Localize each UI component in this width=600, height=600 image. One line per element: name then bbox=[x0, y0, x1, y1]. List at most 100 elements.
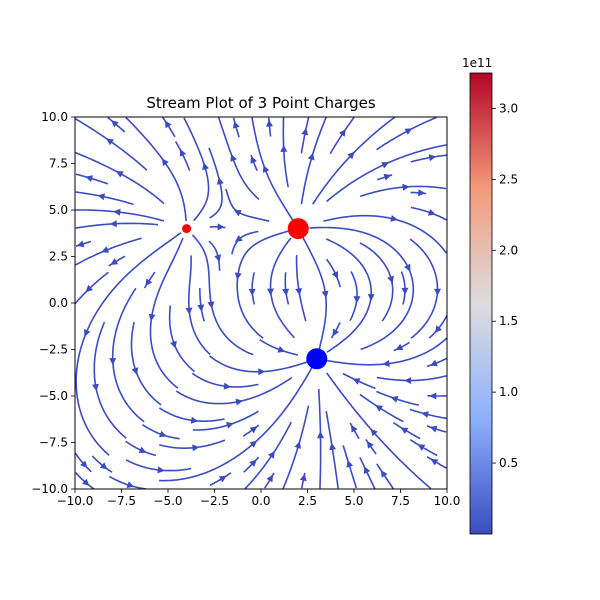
stream-arrow bbox=[197, 304, 205, 312]
stream-line bbox=[91, 455, 113, 473]
stream-line bbox=[251, 117, 294, 221]
colorbar-tick-label: 1.0 bbox=[499, 385, 518, 399]
stream-arrow bbox=[258, 368, 266, 376]
stream-line bbox=[359, 242, 394, 322]
stream-line bbox=[208, 240, 221, 271]
stream-line bbox=[376, 463, 395, 489]
stream-arrow bbox=[162, 158, 169, 166]
stream-arrow bbox=[131, 367, 139, 375]
stream-arrow bbox=[429, 392, 437, 400]
stream-line bbox=[159, 364, 315, 482]
y-tick-label: 5.0 bbox=[49, 203, 68, 217]
stream-arrow bbox=[317, 431, 324, 439]
y-tick-label: −7.5 bbox=[39, 436, 68, 450]
stream-arrow bbox=[390, 396, 399, 403]
stream-arrow bbox=[80, 460, 88, 469]
stream-arrow bbox=[157, 466, 165, 474]
stream-arrow bbox=[109, 358, 117, 366]
stream-arrow bbox=[380, 470, 388, 478]
stream-arrow bbox=[97, 193, 105, 201]
stream-line bbox=[75, 209, 165, 222]
stream-arrow bbox=[370, 428, 378, 437]
x-tick-label: −5.0 bbox=[153, 494, 182, 508]
stream-line bbox=[159, 439, 226, 449]
stream-arrow bbox=[218, 475, 227, 483]
stream-arrow bbox=[429, 425, 438, 433]
stream-arrow bbox=[164, 120, 172, 129]
stream-arrow bbox=[113, 208, 121, 216]
stream-arrow bbox=[367, 294, 375, 302]
stream-arrow bbox=[301, 127, 309, 136]
stream-arrow bbox=[339, 129, 346, 137]
stream-line bbox=[284, 272, 290, 305]
stream-arrow bbox=[233, 210, 242, 217]
y-tick-label: 2.5 bbox=[49, 250, 68, 264]
stream-line bbox=[312, 117, 396, 205]
stream-line bbox=[93, 321, 127, 439]
stream-line bbox=[208, 147, 223, 219]
stream-line bbox=[259, 339, 299, 356]
point-charges bbox=[182, 218, 328, 370]
stream-arrow bbox=[280, 144, 288, 152]
colorbar-tick-label: 0.5 bbox=[499, 456, 518, 470]
colorbar bbox=[469, 72, 493, 535]
stream-arrow bbox=[234, 235, 243, 242]
stream-arrow bbox=[232, 120, 240, 129]
colorbar-offset-label: 1e11 bbox=[462, 56, 492, 70]
stream-arrow bbox=[92, 383, 99, 392]
stream-arrow bbox=[353, 296, 361, 304]
stream-arrow bbox=[190, 416, 199, 424]
stream-arrow bbox=[85, 284, 93, 293]
stream-arrow bbox=[382, 360, 390, 367]
stream-arrow bbox=[179, 149, 187, 157]
stream-line bbox=[75, 222, 159, 229]
stream-line bbox=[75, 151, 165, 205]
stream-arrow bbox=[145, 278, 153, 287]
x-tick-label: −10.0 bbox=[57, 494, 94, 508]
positive-charge-marker bbox=[287, 218, 309, 240]
stream-arrow bbox=[170, 340, 177, 349]
stream-line bbox=[108, 475, 147, 489]
stream-arrow bbox=[307, 152, 315, 161]
stream-line bbox=[183, 117, 210, 222]
stream-line bbox=[231, 230, 259, 255]
stream-line bbox=[409, 408, 447, 420]
colorbar-ticks: 0.5 1.0 1.5 2.0 2.5 3.0 bbox=[492, 101, 518, 470]
stream-line bbox=[317, 389, 322, 489]
stream-line bbox=[161, 117, 176, 138]
stream-line bbox=[125, 117, 187, 222]
stream-arrow bbox=[277, 346, 286, 353]
stream-arrow bbox=[434, 325, 442, 333]
stream-arrow bbox=[381, 162, 390, 169]
stream-arrow bbox=[249, 440, 258, 448]
stream-arrow bbox=[249, 426, 258, 434]
y-tick-label: 7.5 bbox=[49, 157, 68, 171]
stream-arrow bbox=[223, 382, 231, 390]
stream-line bbox=[75, 472, 95, 489]
positive-charge-marker bbox=[182, 224, 192, 234]
stream-line bbox=[75, 452, 92, 473]
stream-arrow bbox=[262, 165, 270, 173]
stream-line bbox=[236, 229, 292, 339]
stream-arrow bbox=[390, 215, 398, 222]
stream-line bbox=[75, 237, 142, 266]
y-tick-label: −10.0 bbox=[31, 482, 68, 496]
stream-arrow bbox=[395, 343, 404, 350]
stream-arrow bbox=[266, 119, 273, 127]
stream-arrow bbox=[402, 183, 410, 191]
stream-arrow bbox=[126, 481, 135, 488]
stream-line bbox=[410, 206, 447, 221]
stream-lines bbox=[75, 117, 447, 489]
stream-arrow bbox=[332, 328, 340, 337]
stream-arrow bbox=[148, 313, 156, 322]
stream-arrow bbox=[387, 275, 394, 284]
colorbar-tick-label: 2.0 bbox=[499, 243, 518, 257]
stream-arrow bbox=[106, 138, 114, 146]
stream-line bbox=[376, 117, 437, 151]
stream-line bbox=[426, 456, 447, 469]
stream-line bbox=[188, 255, 211, 355]
stream-arrow bbox=[101, 246, 110, 253]
colorbar-tick-label: 1.5 bbox=[499, 314, 518, 328]
stream-line bbox=[209, 355, 309, 373]
stream-line bbox=[243, 456, 260, 473]
